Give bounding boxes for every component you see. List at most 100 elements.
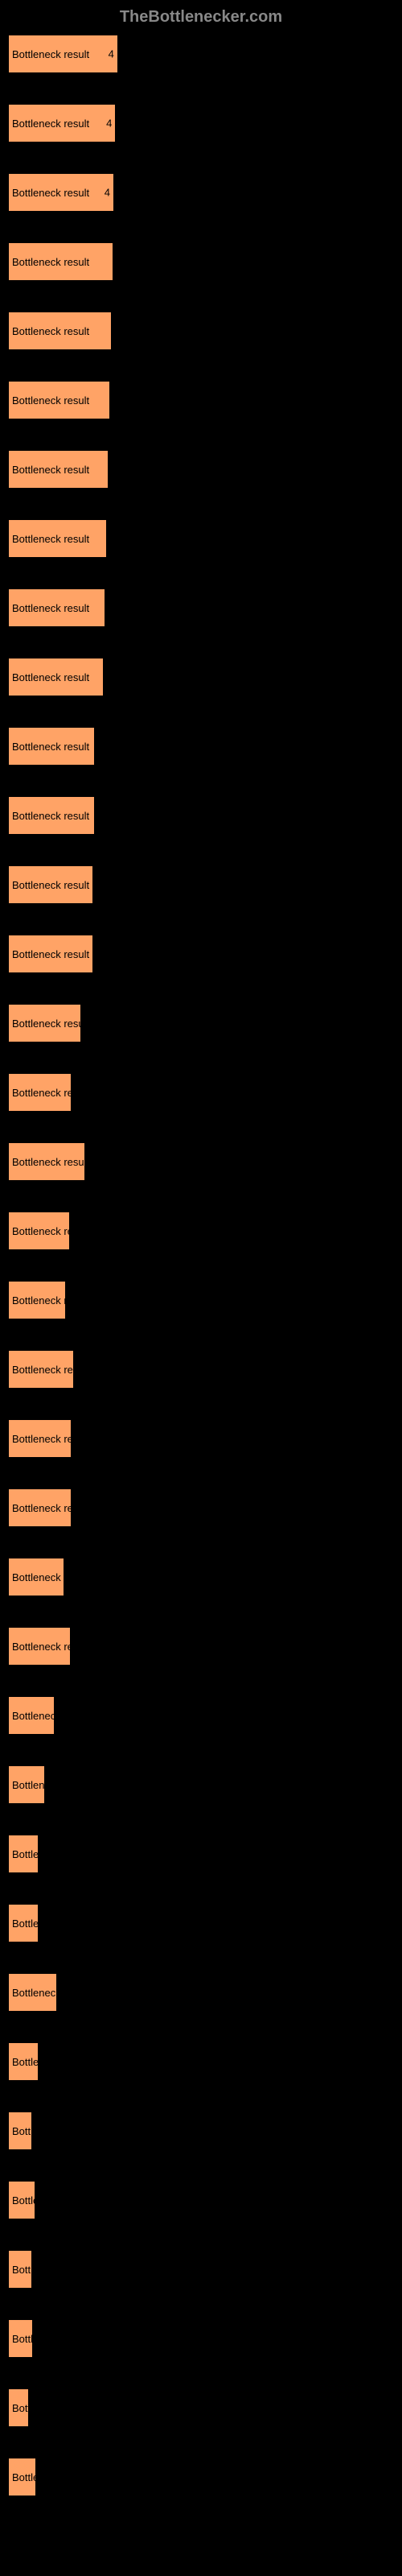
bar-row: Bottle [8,2112,394,2150]
bar-row: 4Bottleneck result [8,519,394,558]
bar-label: Bottleneck result [9,394,89,407]
bar-row: Bottleneck result [8,1073,394,1112]
bar-label: Bottleneck resul [9,1294,65,1307]
bar-row: Bottleneck result4 [8,35,394,73]
bar-label: Bottlenc [9,1918,38,1930]
bar-label: Bottleneck result [9,1087,71,1099]
bottleneck-bar: Bottleneck result [8,1004,81,1042]
bar-label: Bottleneck result [9,741,89,753]
bottleneck-bar: Bottle [8,2319,33,2358]
bottleneck-bar: Bottleneck result [8,312,112,350]
bar-label: Bottler [9,2194,35,2207]
bottleneck-bar: Bottleneck result [8,658,104,696]
bottleneck-bar: Bottleneck result [8,727,95,766]
bottleneck-bar: Bottleneck result [8,796,95,835]
bar-label: Bottleneck result [9,1364,73,1376]
bar-label: Bottleneck result [9,1433,71,1445]
bar-row: Bottlene [8,2042,394,2081]
bar-label: Bottleneck result [9,671,89,683]
bar-row: Bottleneck result 4 [8,104,394,142]
bottleneck-bar: Bottleneck result [8,865,93,904]
bar-label: Bottl [9,2402,28,2414]
bar-value: 4 [110,533,116,545]
bar-label: Bottlene [9,1848,38,1860]
bar-row: Bottl [8,2388,394,2427]
bar-value: 4 [105,187,110,199]
bar-row: Bottleneck result [8,1488,394,1527]
bar-value: 4 [109,602,114,614]
bottleneck-bar: Bottleneck result [8,1142,85,1181]
bottleneck-chart: Bottleneck result4Bottleneck result4Bott… [8,35,394,2496]
bar-row: Bottleneck result [8,865,394,904]
bar-row: Bottleneck r [8,1696,394,1735]
bar-label: Bottleneck result [9,1641,70,1653]
bar-row: Bottleneck result [8,1419,394,1458]
bar-row: Bottlen [8,2458,394,2496]
bottleneck-bar: Bottleneck result [8,242,113,281]
bar-label: Bottlene [9,2056,38,2068]
bar-row: Bottleneck result [8,1627,394,1666]
bar-row: Bottlene [8,1835,394,1873]
bar-row: Bottle [8,2319,394,2358]
bar-label: Bottle [9,2333,32,2345]
bottleneck-bar: Bottle [8,2112,32,2150]
bar-label: Bottleneck result [9,1225,69,1237]
bar-value: 4 [109,48,114,60]
bottleneck-bar: Bottleneck resul [8,1281,66,1319]
bottleneck-bar: Bottleneck result [8,1350,74,1389]
bar-label: Bottleneck result [9,602,89,614]
bar-row: Bottleneck result [8,935,394,973]
bar-label: Bottleneck result [9,325,89,337]
bottleneck-bar: Bottleneck result [8,450,109,489]
bar-row: Bottle [8,2250,394,2289]
bottleneck-bar: Bottleneck result [8,381,110,419]
bar-label: Bottleneck result [9,1502,71,1514]
bar-row: 4Bottleneck result [8,450,394,489]
bottleneck-bar: Bottleneck re [8,1973,57,2012]
bar-row: Bottleneck resul [8,1281,394,1319]
bar-label: Bottle [9,2125,31,2137]
bar-row: Bottler [8,2181,394,2219]
bar-value: 4 [106,118,112,130]
bottleneck-bar: Bottleneck result [8,935,93,973]
bottleneck-bar: Bottler [8,2181,35,2219]
bar-label: Bottleneck result [9,256,89,268]
bar-label: Bottleneck result [9,1156,84,1168]
bar-row: Bottleneck result [8,796,394,835]
bar-row: 3 Bottleneck result [8,658,394,696]
bottleneck-bar: Bottleneck result [8,1212,70,1250]
bar-row: Bottleneck re [8,1973,394,2012]
bar-row: Bottleneck result [8,1004,394,1042]
bar-value: 3 [107,671,113,683]
bar-label: Bottleneck resu [9,1571,64,1583]
bottleneck-bar: Bottleneck [8,1765,45,1804]
bottleneck-bar: Bottleneck result [8,588,105,627]
bottleneck-bar: Bottl [8,2388,29,2427]
bottleneck-bar: Bottlene [8,1835,39,1873]
bottleneck-bar: Bottleneck result [8,1419,72,1458]
bottleneck-bar: Bottleneck r [8,1696,55,1735]
bar-row: 4 Bottleneck result [8,588,394,627]
bar-label: Bottleneck result [9,118,89,130]
bar-value: 4 [117,256,122,268]
bar-label: Bottleneck result [9,187,89,199]
bottleneck-bar: Bottlenc [8,1904,39,1942]
bar-row: Bottleneck result [8,1350,394,1389]
bar-row: Bottleneck [8,1765,394,1804]
bar-row: Bottlenc [8,1904,394,1942]
bottleneck-bar: Bottlen [8,2458,36,2496]
bar-label: Bottlen [9,2471,35,2483]
bar-row: Bottleneck result [8,1142,394,1181]
bar-label: Bottleneck [9,1779,44,1791]
bottleneck-bar: Bottlene [8,2042,39,2081]
bar-label: Bottleneck result [9,1018,80,1030]
bar-row: Bottleneck result 4 [8,173,394,212]
bottleneck-bar: Bottleneck resu [8,1558,64,1596]
bottleneck-bar: Bottleneck result [8,1488,72,1527]
bar-row: 4 Bottleneck result [8,242,394,281]
bar-label: Bottleneck result [9,879,89,891]
bar-label: Bottleneck r [9,1710,54,1722]
bar-row: 4Bottleneck result [8,381,394,419]
bar-label: Bottleneck re [9,1987,56,1999]
bar-value: 4 [112,464,117,476]
